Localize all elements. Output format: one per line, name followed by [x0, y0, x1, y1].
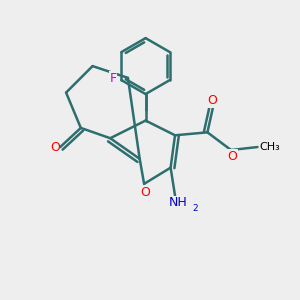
Text: O: O — [50, 141, 60, 154]
Text: O: O — [141, 186, 151, 199]
Text: NH: NH — [169, 196, 187, 209]
Text: F: F — [110, 72, 117, 85]
Text: CH₃: CH₃ — [260, 142, 280, 152]
Text: 2: 2 — [192, 203, 198, 212]
Text: O: O — [227, 150, 237, 163]
Text: O: O — [207, 94, 217, 107]
